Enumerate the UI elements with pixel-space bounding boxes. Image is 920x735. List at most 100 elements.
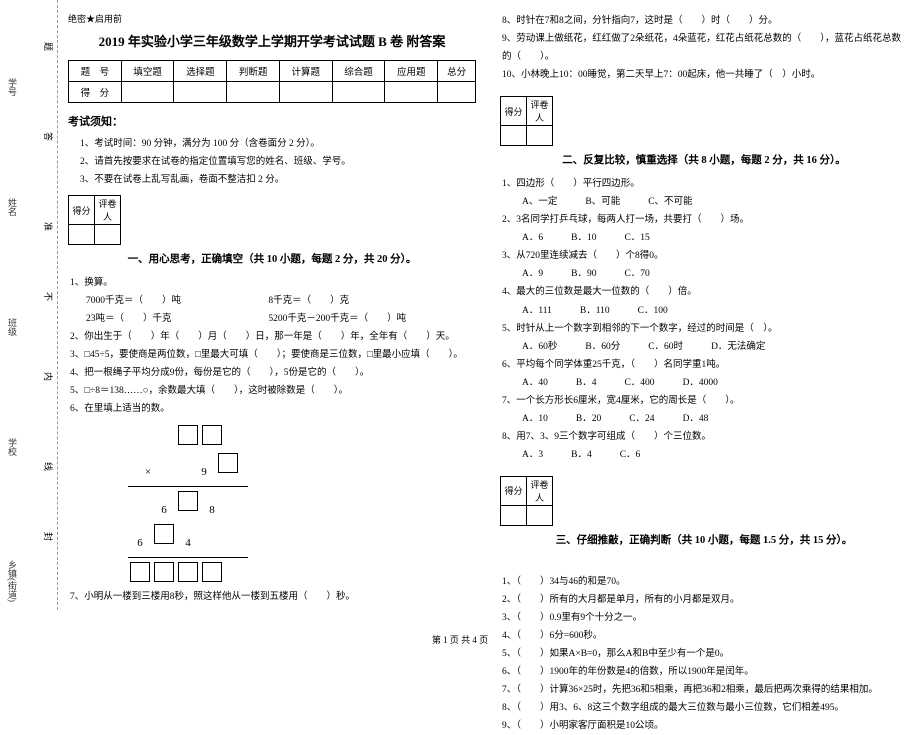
score-cell [385,82,438,103]
s3q8: 8、（ ）用3、6、8这三个数字组成的最大三位数与最小三位数，它们相差495。 [502,699,908,717]
th-0: 题 号 [69,61,122,82]
s2q7: 7、一个长方形长6厘米，宽4厘米，它的周长是（ ）。 [502,392,908,410]
s3q7: 7、（ ）计算36×25时，先把36和5相乘，再把36和2相乘，最后把两次乘得的… [502,681,908,699]
sb2-c2: 评卷人 [527,97,553,126]
score-cell [174,82,227,103]
q1-row2: 23吨＝（ ）千克 5200千克－200千克＝（ ）吨 [86,310,476,328]
th-7: 总分 [438,61,476,82]
score-cell [121,82,174,103]
th-4: 计算题 [279,61,332,82]
sb-blank [527,126,553,146]
s3q2: 2、（ ）所有的大月都是单月，所有的小月都是双月。 [502,591,908,609]
bind-char-2: 内 [42,372,55,381]
s2q2-opts: A．6B．10C．15 [522,229,908,247]
bind-char-0: 封 [42,532,55,541]
s2q4-opts: A．111 B．110 C．100 [522,302,908,320]
s2q3-opts: A．9B．90C．70 [522,265,908,283]
th-3: 判断题 [227,61,280,82]
s2q3: 3、从720里连续减去（ ）个8得0。 [502,247,908,265]
score-cell [227,82,280,103]
page-footer: 第 1 页 共 4 页 [0,633,920,646]
opt: B．4 [576,374,597,392]
q4: 4、把一根绳子平均分成9份，每份是它的（ ），5份是它的（ ）。 [70,364,476,382]
q1a: 7000千克＝（ ）吨 [86,292,266,310]
opt: A．6 [522,229,543,247]
bind-char-5: 答 [42,132,55,141]
s2q1: 1、四边形（ ）平行四边形。 [502,175,908,193]
s3q1: 1、（ ）34与46的和是70。 [502,573,908,591]
q9: 9、劳动课上做纸花，红红做了2朵纸花，4朵蓝花，红花占纸花总数的（ ），蓝花占纸… [502,30,908,66]
q1c: 23吨＝（ ）千克 [86,310,266,328]
q7: 7、小明从一楼到三楼用8秒，照这样他从一楼到五楼用（ ）秒。 [70,588,476,606]
s2q8-opts: A．3B．4C．6 [522,446,908,464]
opt: B．10 [571,229,596,247]
opt: C．70 [624,265,649,283]
q2: 2、你出生于（ ）年（ ）月（ ）日，那一年是（ ）年，全年有（ ）天。 [70,328,476,346]
section3-title: 三、仔细推敲，正确判断（共 10 小题，每题 1.5 分，共 15 分）。 [500,532,908,547]
s2q6: 6、平均每个同学体重25千克，（ ）名同学重1吨。 [502,356,908,374]
bind-label-school: 学校 [6,438,19,456]
opt: D．48 [683,410,709,428]
s2q1-opts: A、一定B、可能C、不可能 [522,193,908,211]
sb-blank [527,505,553,525]
opt: C．60时 [648,338,683,356]
binding-strip: 乡镇(街道) 学校 班级 姓名 学号 封 线 内 不 准 答 题 [0,0,58,610]
opt: A．40 [522,374,548,392]
section2-title: 二、反复比较，慎重选择（共 8 小题，每题 2 分，共 16 分）。 [500,152,908,167]
s3q3: 3、（ ）0.9里有9个十分之一。 [502,609,908,627]
s2q5: 5、时针从上一个数字到相邻的下一个数字，经过的时间是（ ）。 [502,320,908,338]
mult-diagram: ×9 68 64 [128,423,476,588]
q1b: 8千克＝（ ）克 [268,296,349,306]
sb2-c1: 得分 [501,97,527,126]
s2q2: 2、3名同学打乒乓球，每两人打一场，共要打（ ）场。 [502,211,908,229]
left-column: 绝密★启用前 2019 年实验小学三年级数学上学期开学考试试题 B 卷 附答案 … [68,12,476,735]
q3: 3、□45÷5，要使商是两位数，□里最大可填（ ）；要使商是三位数，□里最小应填… [70,346,476,364]
instr-2: 2、请首先按要求在试卷的指定位置填写您的姓名、班级、学号。 [80,153,476,171]
s2q5-opts: A．60秒B．60分C．60时D．无法确定 [522,338,908,356]
opt: A．111 [522,302,552,320]
opt: C．400 [624,374,654,392]
q5: 5、□÷8＝138……○，余数最大填（ ），这时被除数是（ ）。 [70,382,476,400]
score-table: 题 号 填空题 选择题 判断题 计算题 综合题 应用题 总分 得 分 [68,60,476,103]
opt: A．9 [522,265,543,283]
score-cell [438,82,476,103]
bind-char-1: 线 [42,462,55,471]
instr-3: 3、不要在试卷上乱写乱画，卷面不整洁扣 2 分。 [80,171,476,189]
instr-1: 1、考试时间：90 分钟，满分为 100 分（含卷面分 2 分）。 [80,135,476,153]
s3q9: 9、（ ）小明家客厅面积是10公顷。 [502,717,908,735]
s2q8: 8、用7、3、9三个数字可组成（ ）个三位数。 [502,428,908,446]
opt: C．24 [629,410,654,428]
bind-char-4: 准 [42,222,55,231]
bind-char-3: 不 [42,292,55,301]
page-title: 2019 年实验小学三年级数学上学期开学考试试题 B 卷 附答案 [68,31,476,50]
confidential: 绝密★启用前 [68,12,476,25]
s2q4: 4、最大的三位数是最大一位数的（ ）倍。 [502,283,908,301]
q8: 8、时针在7和8之间，分针指向7，这时是（ ）时（ ）分。 [502,12,908,30]
instructions-title: 考试须知： [68,113,476,129]
th-6: 应用题 [385,61,438,82]
sb-c1: 得分 [69,196,95,225]
opt: D．4000 [683,374,718,392]
score-cell [332,82,385,103]
th-2: 选择题 [174,61,227,82]
q1d: 5200千克－200千克＝（ ）吨 [268,314,406,324]
opt: B．20 [576,410,601,428]
opt: A．60秒 [522,338,557,356]
th-5: 综合题 [332,61,385,82]
sb-blank [69,225,95,245]
bind-label-town: 乡镇(街道) [6,560,19,602]
opt: C．100 [638,302,668,320]
opt: B．110 [580,302,610,320]
opt: C．6 [620,446,641,464]
bind-label-id: 学号 [6,78,19,96]
score-row-label: 得 分 [69,82,122,103]
opt: B、可能 [585,193,620,211]
bind-label-name: 姓名 [6,198,19,216]
sb-blank [95,225,121,245]
opt: A．3 [522,446,543,464]
page: 绝密★启用前 2019 年实验小学三年级数学上学期开学考试试题 B 卷 附答案 … [68,12,908,735]
bind-label-class: 班级 [6,318,19,336]
s2q6-opts: A．40 B．4 C．400 D．4000 [522,374,908,392]
q10: 10、小林晚上10：00睡觉，第二天早上7：00起床，他一共睡了（ ）小时。 [502,66,908,84]
opt: D．无法确定 [711,338,765,356]
